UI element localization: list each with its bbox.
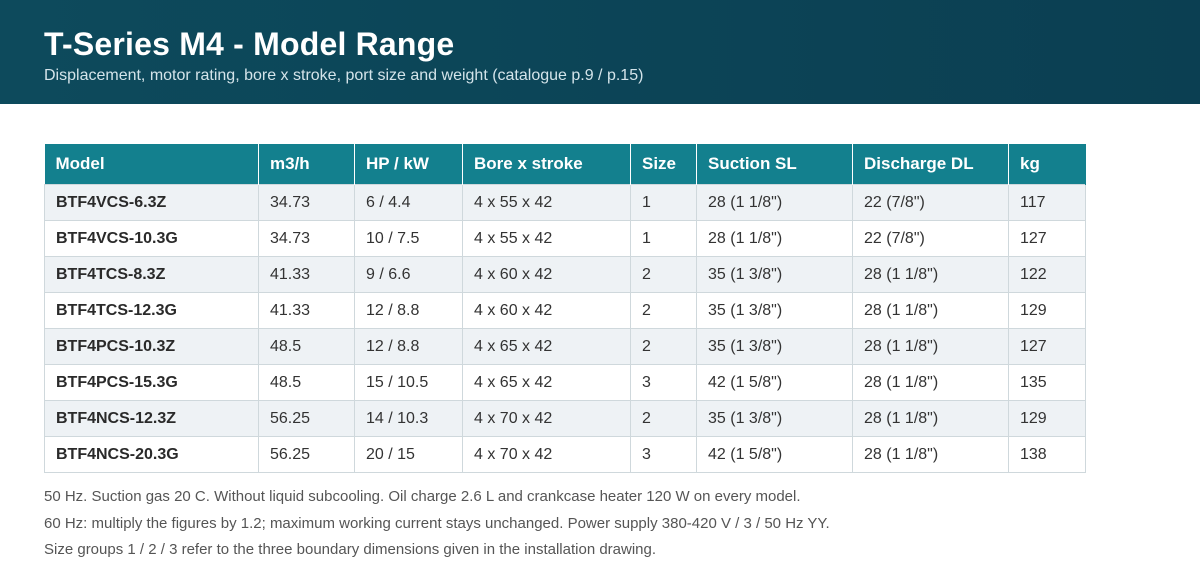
table-row: BTF4TCS-8.3Z 41.33 9 / 6.6 4 x 60 x 42 2 35 (…	[44, 256, 1086, 293]
cell-bore-stroke: 4 x 60 x 42	[462, 292, 631, 329]
footnote: Size groups 1 / 2 / 3 refer to the three…	[44, 541, 657, 558]
cell-suction-sl: 42 (1 5/8")	[696, 364, 853, 401]
cell-hp-kw: 10 / 7.5	[354, 220, 463, 257]
cell-kg: 127	[1008, 220, 1086, 257]
cell-bore-stroke: 4 x 70 x 42	[462, 400, 631, 437]
model-range-table: Model m3/h HP / kW Bore x stroke Size Suction…	[44, 144, 1086, 473]
cell-hp-kw: 14 / 10.3	[354, 400, 463, 437]
cell-suction-sl: 35 (1 3/8")	[696, 292, 853, 329]
table-row: BTF4PCS-10.3Z 48.5 12 / 8.8 4 x 65 x 42 2 35 …	[44, 328, 1086, 365]
table-row: BTF4VCS-10.3G 34.73 10 / 7.5 4 x 55 x 42 1 28…	[44, 220, 1086, 257]
cell-kg: 117	[1008, 184, 1086, 221]
footnote: 50 Hz. Suction gas 20 C. Without liquid …	[44, 488, 801, 505]
cell-size: 1	[630, 220, 697, 257]
cell-m3h: 48.5	[258, 328, 355, 365]
cell-suction-sl: 35 (1 3/8")	[696, 256, 853, 293]
cell-hp-kw: 12 / 8.8	[354, 292, 463, 329]
cell-model: BTF4VCS-10.3G	[44, 220, 259, 257]
cell-size: 2	[630, 328, 697, 365]
cell-model: BTF4NCS-20.3G	[44, 436, 259, 473]
cell-kg: 129	[1008, 292, 1086, 329]
cell-m3h: 48.5	[258, 364, 355, 401]
cell-discharge-dl: 22 (7/8")	[852, 184, 1009, 221]
table-body: BTF4VCS-6.3Z 34.73 6 / 4.4 4 x 55 x 42 1 28 (…	[44, 184, 1086, 473]
cell-bore-stroke: 4 x 55 x 42	[462, 220, 631, 257]
cell-kg: 138	[1008, 436, 1086, 473]
column-header-hp-kw: HP / kW	[354, 144, 463, 185]
cell-bore-stroke: 4 x 65 x 42	[462, 328, 631, 365]
cell-m3h: 56.25	[258, 436, 355, 473]
cell-discharge-dl: 28 (1 1/8")	[852, 328, 1009, 365]
cell-m3h: 41.33	[258, 256, 355, 293]
column-header-bore-stroke: Bore x stroke	[462, 144, 631, 185]
cell-suction-sl: 42 (1 5/8")	[696, 436, 853, 473]
column-header-suction-sl: Suction SL	[696, 144, 853, 185]
column-header-m3h: m3/h	[258, 144, 355, 185]
footnotes: 50 Hz. Suction gas 20 C. Without liquid …	[44, 484, 830, 564]
cell-kg: 129	[1008, 400, 1086, 437]
page-title: T-Series M4 - Model Range	[44, 26, 455, 62]
cell-hp-kw: 6 / 4.4	[354, 184, 463, 221]
table-row: BTF4VCS-6.3Z 34.73 6 / 4.4 4 x 55 x 42 1 28 (…	[44, 184, 1086, 221]
cell-bore-stroke: 4 x 60 x 42	[462, 256, 631, 293]
cell-discharge-dl: 22 (7/8")	[852, 220, 1009, 257]
cell-bore-stroke: 4 x 55 x 42	[462, 184, 631, 221]
cell-hp-kw: 20 / 15	[354, 436, 463, 473]
cell-model: BTF4TCS-12.3G	[44, 292, 259, 329]
cell-kg: 127	[1008, 328, 1086, 365]
cell-m3h: 41.33	[258, 292, 355, 329]
cell-hp-kw: 12 / 8.8	[354, 328, 463, 365]
cell-size: 2	[630, 256, 697, 293]
table-header-row: Model m3/h HP / kW Bore x stroke Size Suction…	[44, 144, 1086, 185]
cell-model: BTF4PCS-15.3G	[44, 364, 259, 401]
cell-bore-stroke: 4 x 70 x 42	[462, 436, 631, 473]
cell-suction-sl: 28 (1 1/8")	[696, 220, 853, 257]
cell-discharge-dl: 28 (1 1/8")	[852, 256, 1009, 293]
column-header-size: Size	[630, 144, 697, 185]
page-subtitle: Displacement, motor rating, bore x strok…	[44, 67, 644, 84]
cell-discharge-dl: 28 (1 1/8")	[852, 436, 1009, 473]
cell-bore-stroke: 4 x 65 x 42	[462, 364, 631, 401]
table-row: BTF4TCS-12.3G 41.33 12 / 8.8 4 x 60 x 42 2 35…	[44, 292, 1086, 329]
cell-size: 3	[630, 436, 697, 473]
cell-size: 2	[630, 400, 697, 437]
cell-suction-sl: 28 (1 1/8")	[696, 184, 853, 221]
cell-discharge-dl: 28 (1 1/8")	[852, 292, 1009, 329]
cell-model: BTF4NCS-12.3Z	[44, 400, 259, 437]
footnote: 60 Hz: multiply the figures by 1.2; maxi…	[44, 514, 830, 532]
cell-hp-kw: 15 / 10.5	[354, 364, 463, 401]
cell-model: BTF4VCS-6.3Z	[44, 184, 259, 221]
column-header-model: Model	[44, 144, 259, 185]
cell-m3h: 34.73	[258, 184, 355, 221]
column-header-kg: kg	[1008, 144, 1086, 185]
cell-model: BTF4TCS-8.3Z	[44, 256, 259, 293]
cell-suction-sl: 35 (1 3/8")	[696, 328, 853, 365]
table-row: BTF4PCS-15.3G 48.5 15 / 10.5 4 x 65 x 42 3 42…	[44, 364, 1086, 401]
cell-suction-sl: 35 (1 3/8")	[696, 400, 853, 437]
cell-size: 2	[630, 292, 697, 329]
cell-size: 3	[630, 364, 697, 401]
cell-kg: 135	[1008, 364, 1086, 401]
cell-kg: 122	[1008, 256, 1086, 293]
cell-model: BTF4PCS-10.3Z	[44, 328, 259, 365]
table-row: BTF4NCS-12.3Z 56.25 14 / 10.3 4 x 70 x 42 2 3…	[44, 400, 1086, 437]
cell-m3h: 56.25	[258, 400, 355, 437]
page-header: T-Series M4 - Model Range Displacement, …	[0, 0, 1200, 104]
cell-m3h: 34.73	[258, 220, 355, 257]
cell-hp-kw: 9 / 6.6	[354, 256, 463, 293]
cell-size: 1	[630, 184, 697, 221]
cell-discharge-dl: 28 (1 1/8")	[852, 400, 1009, 437]
column-header-discharge-dl: Discharge DL	[852, 144, 1009, 185]
table-row: BTF4NCS-20.3G 56.25 20 / 15 4 x 70 x 42 3 42 …	[44, 436, 1086, 473]
cell-discharge-dl: 28 (1 1/8")	[852, 364, 1009, 401]
